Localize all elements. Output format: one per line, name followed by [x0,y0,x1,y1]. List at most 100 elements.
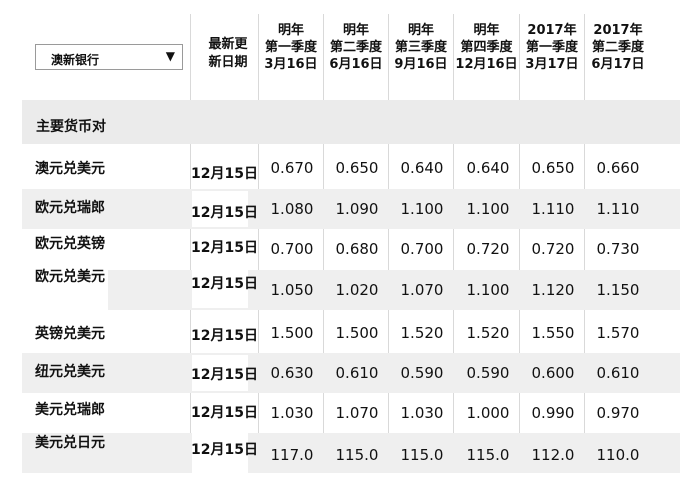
value-cell: 1.020 [335,281,379,299]
update-date: 12月15日 [191,166,258,182]
value-cell: 1.570 [596,324,640,342]
value-cell: 1.520 [400,324,444,342]
update-date: 12月15日 [191,240,258,256]
date-cell-background [192,355,248,391]
update-date: 12月15日 [191,276,258,292]
value-cell: 0.600 [531,364,575,382]
value-cell: 0.640 [400,159,444,177]
currency-pair: 美元兑日元 [35,435,105,451]
value-cell: 1.100 [466,200,510,218]
value-cell: 1.110 [531,200,575,218]
value-cell: 0.640 [466,159,510,177]
value-cell: 0.660 [596,159,640,177]
header-line: 第一季度 [264,40,317,55]
bank-select[interactable]: 澳新银行 ▼ [35,44,183,70]
currency-pair: 欧元兑英镑 [35,236,105,252]
table-row: 美元兑瑞郎 12月15日 1.030 1.070 1.030 1.000 0.9… [22,393,680,433]
table-row: 欧元兑英镑 12月15日 0.700 0.680 0.700 0.720 0.7… [22,229,680,269]
value-cell: 0.990 [531,404,575,422]
update-date: 12月15日 [191,205,258,221]
header-line: 2017年 [593,23,643,38]
value-cell: 0.700 [270,240,314,258]
update-date: 12月15日 [191,367,258,383]
header-line: 第二季度 [329,40,382,55]
value-cell: 1.150 [596,281,640,299]
value-cell: 1.500 [335,324,379,342]
header-line: 明年 [277,23,304,38]
date-cell-background [192,431,248,473]
header-q1: 明年 第一季度 3月16日 [259,22,323,73]
value-cell: 0.610 [596,364,640,382]
value-cell: 0.720 [466,240,510,258]
value-cell: 1.070 [335,404,379,422]
header-latest-update: 最新更 新日期 [198,36,258,72]
header-line: 第一季度 [525,40,578,55]
section-label: 主要货币对 [36,119,106,135]
value-cell: 1.550 [531,324,575,342]
table-row: 英镑兑美元 12月15日 1.500 1.500 1.520 1.520 1.5… [22,313,680,353]
bank-select-value: 澳新银行 [51,53,100,67]
header-line: 第二季度 [591,40,644,55]
table-row: 澳元兑美元 12月15日 0.670 0.650 0.640 0.640 0.6… [22,148,680,188]
header-q2: 明年 第二季度 6月16日 [324,22,388,73]
header-2017-q2: 2017年 第二季度 6月17日 [585,22,651,73]
currency-pair: 英镑兑美元 [35,326,105,342]
column-divider [453,14,454,471]
table-row: 欧元兑瑞郎 12月15日 1.080 1.090 1.100 1.100 1.1… [22,189,680,229]
value-cell: 0.650 [335,159,379,177]
column-divider [388,14,389,471]
value-cell: 0.970 [596,404,640,422]
value-cell: 1.050 [270,281,314,299]
value-cell: 0.700 [400,240,444,258]
value-cell: 115.0 [400,446,444,464]
header-line: 9月16日 [394,57,448,72]
value-cell: 0.680 [335,240,379,258]
value-cell: 0.720 [531,240,575,258]
value-cell: 110.0 [596,446,640,464]
value-cell: 0.610 [335,364,379,382]
currency-pair: 纽元兑美元 [35,364,105,380]
value-cell: 115.0 [335,446,379,464]
header-line: 最新更 [208,37,248,52]
column-divider [323,14,324,471]
update-date: 12月15日 [191,405,258,421]
value-cell: 1.100 [400,200,444,218]
date-cell-background [192,191,248,227]
table-row: 美元兑日元 12月15日 117.0 115.0 115.0 115.0 112… [22,431,680,473]
triangle-down-icon[interactable]: ▼ [165,49,175,63]
column-divider [519,14,520,471]
column-divider [190,14,191,471]
date-cell-background [192,264,248,308]
value-cell: 1.000 [466,404,510,422]
value-cell: 0.730 [596,240,640,258]
value-cell: 1.030 [270,404,314,422]
value-cell: 0.590 [400,364,444,382]
header-line: 新日期 [208,55,248,70]
section-band [22,100,680,144]
value-cell: 112.0 [531,446,575,464]
header-line: 3月17日 [525,57,579,72]
value-cell: 1.080 [270,200,314,218]
header-line: 2017年 [527,23,577,38]
value-cell: 0.590 [466,364,510,382]
header-q4: 明年 第四季度 12月16日 [454,22,519,73]
header-line: 3月16日 [264,57,318,72]
table-row: 纽元兑美元 12月15日 0.630 0.610 0.590 0.590 0.6… [22,353,680,393]
header-line: 第三季度 [394,40,447,55]
header-line: 明年 [407,23,434,38]
value-cell: 1.520 [466,324,510,342]
value-cell: 1.090 [335,200,379,218]
header-line: 第四季度 [460,40,513,55]
table-row: 1.050 1.020 1.070 1.100 1.120 1.150 [108,264,680,310]
column-divider [258,14,259,471]
value-cell: 1.100 [466,281,510,299]
header-line: 12月16日 [455,57,518,72]
value-cell: 1.110 [596,200,640,218]
header-line: 6月16日 [329,57,383,72]
header-line: 6月17日 [591,57,645,72]
update-date: 12月15日 [191,442,258,458]
update-date: 12月15日 [191,328,258,344]
value-cell: 1.500 [270,324,314,342]
value-cell: 1.030 [400,404,444,422]
currency-pair: 欧元兑瑞郎 [35,200,105,216]
